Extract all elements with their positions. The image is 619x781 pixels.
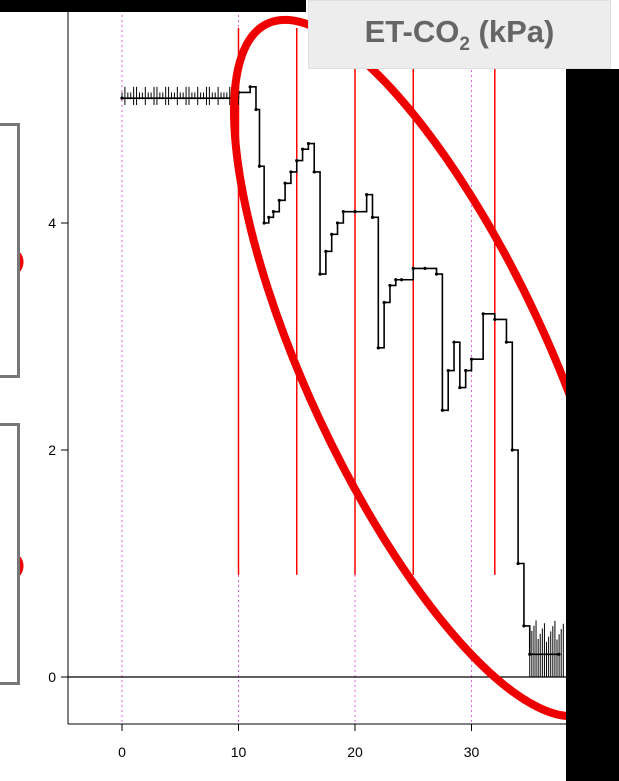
y-tick-label: 4 [48, 215, 56, 231]
data-point [458, 385, 462, 390]
data-point [370, 215, 375, 219]
data-point [388, 283, 392, 288]
data-point [481, 312, 485, 316]
data-point [411, 266, 415, 270]
data-point [300, 147, 305, 151]
data-point [353, 210, 357, 214]
data-point [330, 232, 334, 236]
data-point [277, 198, 281, 202]
data-point [365, 193, 369, 197]
data-point [400, 278, 404, 282]
highlight-ellipse-left-lower [0, 546, 24, 586]
data-point [516, 561, 520, 566]
black-top-overlay [0, 0, 306, 12]
y-tick-label: 0 [48, 669, 56, 685]
event-markers [237, 28, 496, 575]
side-box-upper [0, 123, 20, 378]
data-point [434, 272, 439, 276]
chart-title: ET-CO2 (kPa) [364, 14, 555, 55]
data-point [248, 85, 252, 89]
data-point [446, 368, 450, 373]
data-point [312, 170, 316, 174]
data-point [283, 181, 287, 185]
data-point [440, 408, 444, 412]
data-point [295, 158, 299, 163]
data-point [394, 278, 398, 282]
data-point [423, 266, 427, 270]
data-point [318, 272, 322, 276]
data-point [306, 141, 310, 146]
data-point [452, 340, 456, 344]
data-point [324, 249, 328, 253]
x-tick-label: 10 [231, 744, 247, 760]
data-point [510, 448, 514, 452]
side-box-lower [0, 423, 20, 685]
data-point [254, 107, 258, 112]
highlight-ellipse-left-upper [0, 242, 24, 282]
highlight-ellipses [0, 15, 619, 721]
data-point [271, 210, 276, 214]
highlight-ellipse-main [230, 15, 619, 721]
black-right-overlay [566, 69, 619, 781]
data-point [262, 221, 266, 225]
data-point [257, 164, 262, 168]
data-point [464, 368, 468, 373]
x-tick-label: 20 [347, 744, 363, 760]
data-point [267, 215, 271, 219]
etco2-series-line [122, 86, 559, 656]
x-tick-label: 30 [464, 744, 480, 760]
data-point [493, 317, 497, 322]
plot-series [120, 85, 564, 677]
chart-title-box: ET-CO2 (kPa) [308, 0, 611, 69]
data-point [289, 170, 293, 174]
data-point [522, 624, 526, 628]
data-point [469, 357, 474, 361]
axes: 0 2 4 0 10 20 30 [48, 0, 566, 760]
data-point [335, 221, 340, 225]
data-point [504, 340, 509, 344]
x-tick-label: 0 [118, 744, 126, 760]
data-point [376, 346, 380, 350]
data-point [382, 300, 386, 305]
data-point [341, 210, 345, 214]
y-tick-label: 2 [48, 442, 56, 458]
